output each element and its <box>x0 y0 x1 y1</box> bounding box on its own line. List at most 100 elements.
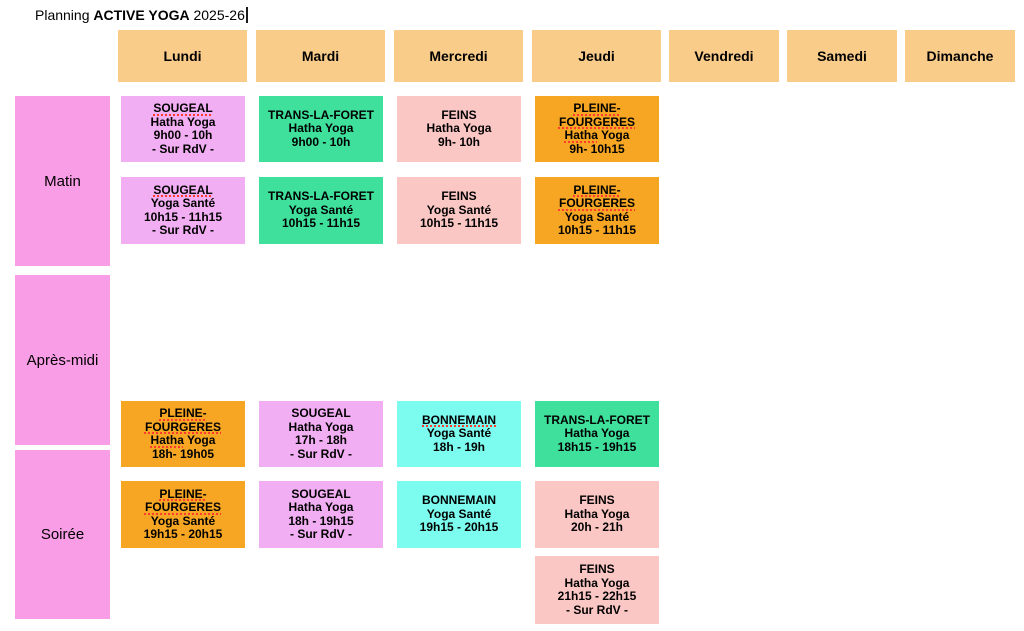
title-highlight: ACTIVE YOGA <box>93 7 190 23</box>
day-header-mercredi[interactable]: Mercredi <box>394 30 523 82</box>
text-segment: - Sur RdV - <box>152 223 214 237</box>
text-segment: Hatha Yoga <box>564 506 630 521</box>
session-text-line: Yoga Santé <box>426 506 492 522</box>
session-text-line: Yoga Santé <box>426 202 492 218</box>
session-text-line: 18h15 - 19h15 <box>558 440 637 455</box>
session-cell-jeudi-soir-2[interactable]: FEINS Hatha Yoga 20h - 21h <box>535 481 659 548</box>
text-segment: 9h- 10h <box>437 134 480 149</box>
text-segment: Yoga Santé <box>426 202 492 217</box>
session-cell-jeudi-matin-1[interactable]: PLEINE- FOURGERES Hatha Yoga 9h- 10h15 <box>535 96 659 162</box>
session-text-line: 9h00 - 10h <box>153 128 213 143</box>
title-prefix: Planning <box>35 7 94 23</box>
text-segment: Yoga Santé <box>288 202 354 217</box>
spellcheck-underlined-word: Hatha <box>150 433 184 447</box>
session-text-line: FEINS <box>579 562 615 577</box>
session-text-line: Hatha Yoga <box>288 500 354 515</box>
text-segment: Hatha Yoga <box>288 500 354 514</box>
session-text-line: BONNEMAIN <box>422 494 496 508</box>
session-cell-lundi-soir-1[interactable]: PLEINE- FOURGERES Hatha Yoga 18h- 19h05 <box>121 401 245 467</box>
spellcheck-underlined-word: FOURGERES <box>558 196 635 210</box>
text-segment: 10h15 - 11h15 <box>419 216 499 231</box>
text-segment: BONNEMAIN <box>422 493 496 508</box>
session-text-line: SOUGEAL <box>153 182 213 198</box>
text-segment: Yoga Santé <box>426 506 492 521</box>
text-segment: FEINS <box>579 562 615 576</box>
spellcheck-underlined-word: BONNEMAIN <box>422 412 496 427</box>
text-segment: Yoga Santé <box>564 209 630 224</box>
session-text-line: Yoga Santé <box>288 202 354 218</box>
session-text-line: Hatha Yoga <box>150 433 216 448</box>
spellcheck-underlined-word: Hatha <box>564 128 598 142</box>
session-cell-jeudi-soir-3[interactable]: FEINS Hatha Yoga 21h15 - 22h15- Sur RdV - <box>535 556 659 624</box>
day-header-mardi[interactable]: Mardi <box>256 30 385 82</box>
day-header-vendredi[interactable]: Vendredi <box>669 30 779 82</box>
text-segment: SOUGEAL <box>291 486 351 501</box>
page-title[interactable]: Planning ACTIVE YOGA 2025-26 <box>35 6 248 25</box>
text-segment: 9h00 - 10h <box>153 128 213 142</box>
title-suffix: 2025-26 <box>189 7 245 23</box>
day-header-dimanche[interactable]: Dimanche <box>905 30 1015 82</box>
session-text-line: SOUGEAL <box>291 486 351 502</box>
text-segment: 9h- 10h15 <box>569 141 625 156</box>
day-header-jeudi[interactable]: Jeudi <box>532 30 661 82</box>
session-text-line: Hatha Yoga <box>151 115 216 130</box>
day-header-samedi[interactable]: Samedi <box>787 30 897 82</box>
session-text-line: 10h15 - 11h15 <box>557 223 637 238</box>
session-cell-mardi-soir-1[interactable]: SOUGEAL Hatha Yoga 17h - 18h - Sur RdV - <box>259 401 383 467</box>
day-header-lundi[interactable]: Lundi <box>118 30 247 82</box>
text-segment: 19h15 - 20h15 <box>419 520 499 535</box>
session-cell-mercredi-soir-1[interactable]: BONNEMAIN Yoga Santé 18h - 19h <box>397 401 521 467</box>
session-text-line: 20h - 21h <box>571 521 623 535</box>
spellcheck-underlined-word: SOUGEAL <box>153 182 213 197</box>
session-text-line: FEINS <box>441 108 476 123</box>
session-text-line: 18h - 19h15 <box>288 513 354 529</box>
session-text-line: 18h - 19h <box>433 440 485 455</box>
session-text-line: PLEINE- <box>573 182 621 198</box>
session-cell-lundi-matin-2[interactable]: SOUGEAL Yoga Santé 10h15 - 11h15- Sur RdV … <box>121 177 245 244</box>
session-text-line: 19h15 - 20h15 <box>420 521 499 535</box>
text-segment: Hatha Yoga <box>564 575 630 590</box>
text-segment: 18h - 19h15 <box>288 513 354 528</box>
session-text-line: Hatha Yoga <box>289 122 354 136</box>
session-text-line: Hatha Yoga <box>564 506 630 522</box>
text-segment: 10h15 - 11h15 <box>557 223 637 237</box>
session-text-line: 9h00 - 10h <box>292 135 351 150</box>
text-segment: Yoga Santé <box>150 196 216 210</box>
text-segment: FEINS <box>579 493 615 508</box>
session-text-line: Yoga Santé <box>427 427 491 441</box>
text-segment: Hatha Yoga <box>426 121 492 136</box>
session-cell-mardi-soir-2[interactable]: SOUGEAL Hatha Yoga 18h - 19h15- Sur RdV - <box>259 481 383 548</box>
session-cell-mercredi-matin-1[interactable]: FEINS Hatha Yoga 9h- 10h <box>397 96 521 162</box>
session-cell-lundi-matin-1[interactable]: SOUGEAL Hatha Yoga 9h00 - 10h - Sur RdV - <box>121 96 245 162</box>
session-cell-mercredi-matin-2[interactable]: FEINS Yoga Santé 10h15 - 11h15 <box>397 177 521 244</box>
session-text-line: - Sur RdV - <box>152 142 214 157</box>
session-text-line: PLEINE- <box>573 101 620 116</box>
spellcheck-underlined-word: PLEINE- <box>159 406 207 420</box>
spellcheck-underlined-word: PLEINE- <box>573 182 621 197</box>
period-label-apres-midi[interactable]: Après-midi <box>15 275 110 445</box>
spellcheck-underlined-word: FOURGERES <box>144 500 221 514</box>
session-text-line: FOURGERES <box>144 500 221 515</box>
text-segment: Yoga Santé <box>150 513 216 528</box>
session-cell-mercredi-soir-2[interactable]: BONNEMAIN Yoga Santé 19h15 - 20h15 <box>397 481 521 548</box>
session-text-line: BONNEMAIN <box>422 412 496 428</box>
session-text-line: PLEINE- <box>159 487 206 502</box>
text-segment: 21h15 - 22h15 <box>557 589 637 603</box>
session-cell-mardi-matin-1[interactable]: TRANS-LA-FORET Hatha Yoga 9h00 - 10h <box>259 96 383 162</box>
session-cell-jeudi-soir-1[interactable]: TRANS-LA-FORET Hatha Yoga 18h15 - 19h15 <box>535 401 659 467</box>
session-text-line: SOUGEAL <box>153 101 212 116</box>
text-caret-icon <box>245 7 248 23</box>
session-cell-lundi-soir-2[interactable]: PLEINE- FOURGERES Yoga Santé 19h15 - 20h15 <box>121 481 245 548</box>
session-text-line: PLEINE- <box>159 406 207 421</box>
text-segment: TRANS-LA-FORET <box>268 189 374 204</box>
session-text-line: FOURGERES <box>558 196 635 211</box>
spellcheck-underlined-word: FOURGERES <box>144 419 221 434</box>
session-text-line: 9h- 10h <box>437 134 480 150</box>
text-segment: Yoga <box>597 128 630 142</box>
session-cell-mardi-matin-2[interactable]: TRANS-LA-FORET Yoga Santé 10h15 - 11h15 <box>259 177 383 244</box>
period-label-soiree[interactable]: Soirée <box>15 450 110 619</box>
session-cell-jeudi-matin-2[interactable]: PLEINE- FOURGERES Yoga Santé 10h15 - 11h15 <box>535 177 659 244</box>
period-label-matin[interactable]: Matin <box>15 96 110 266</box>
text-segment: - Sur RdV - <box>290 527 352 541</box>
session-text-line: - Sur RdV - <box>152 223 214 238</box>
